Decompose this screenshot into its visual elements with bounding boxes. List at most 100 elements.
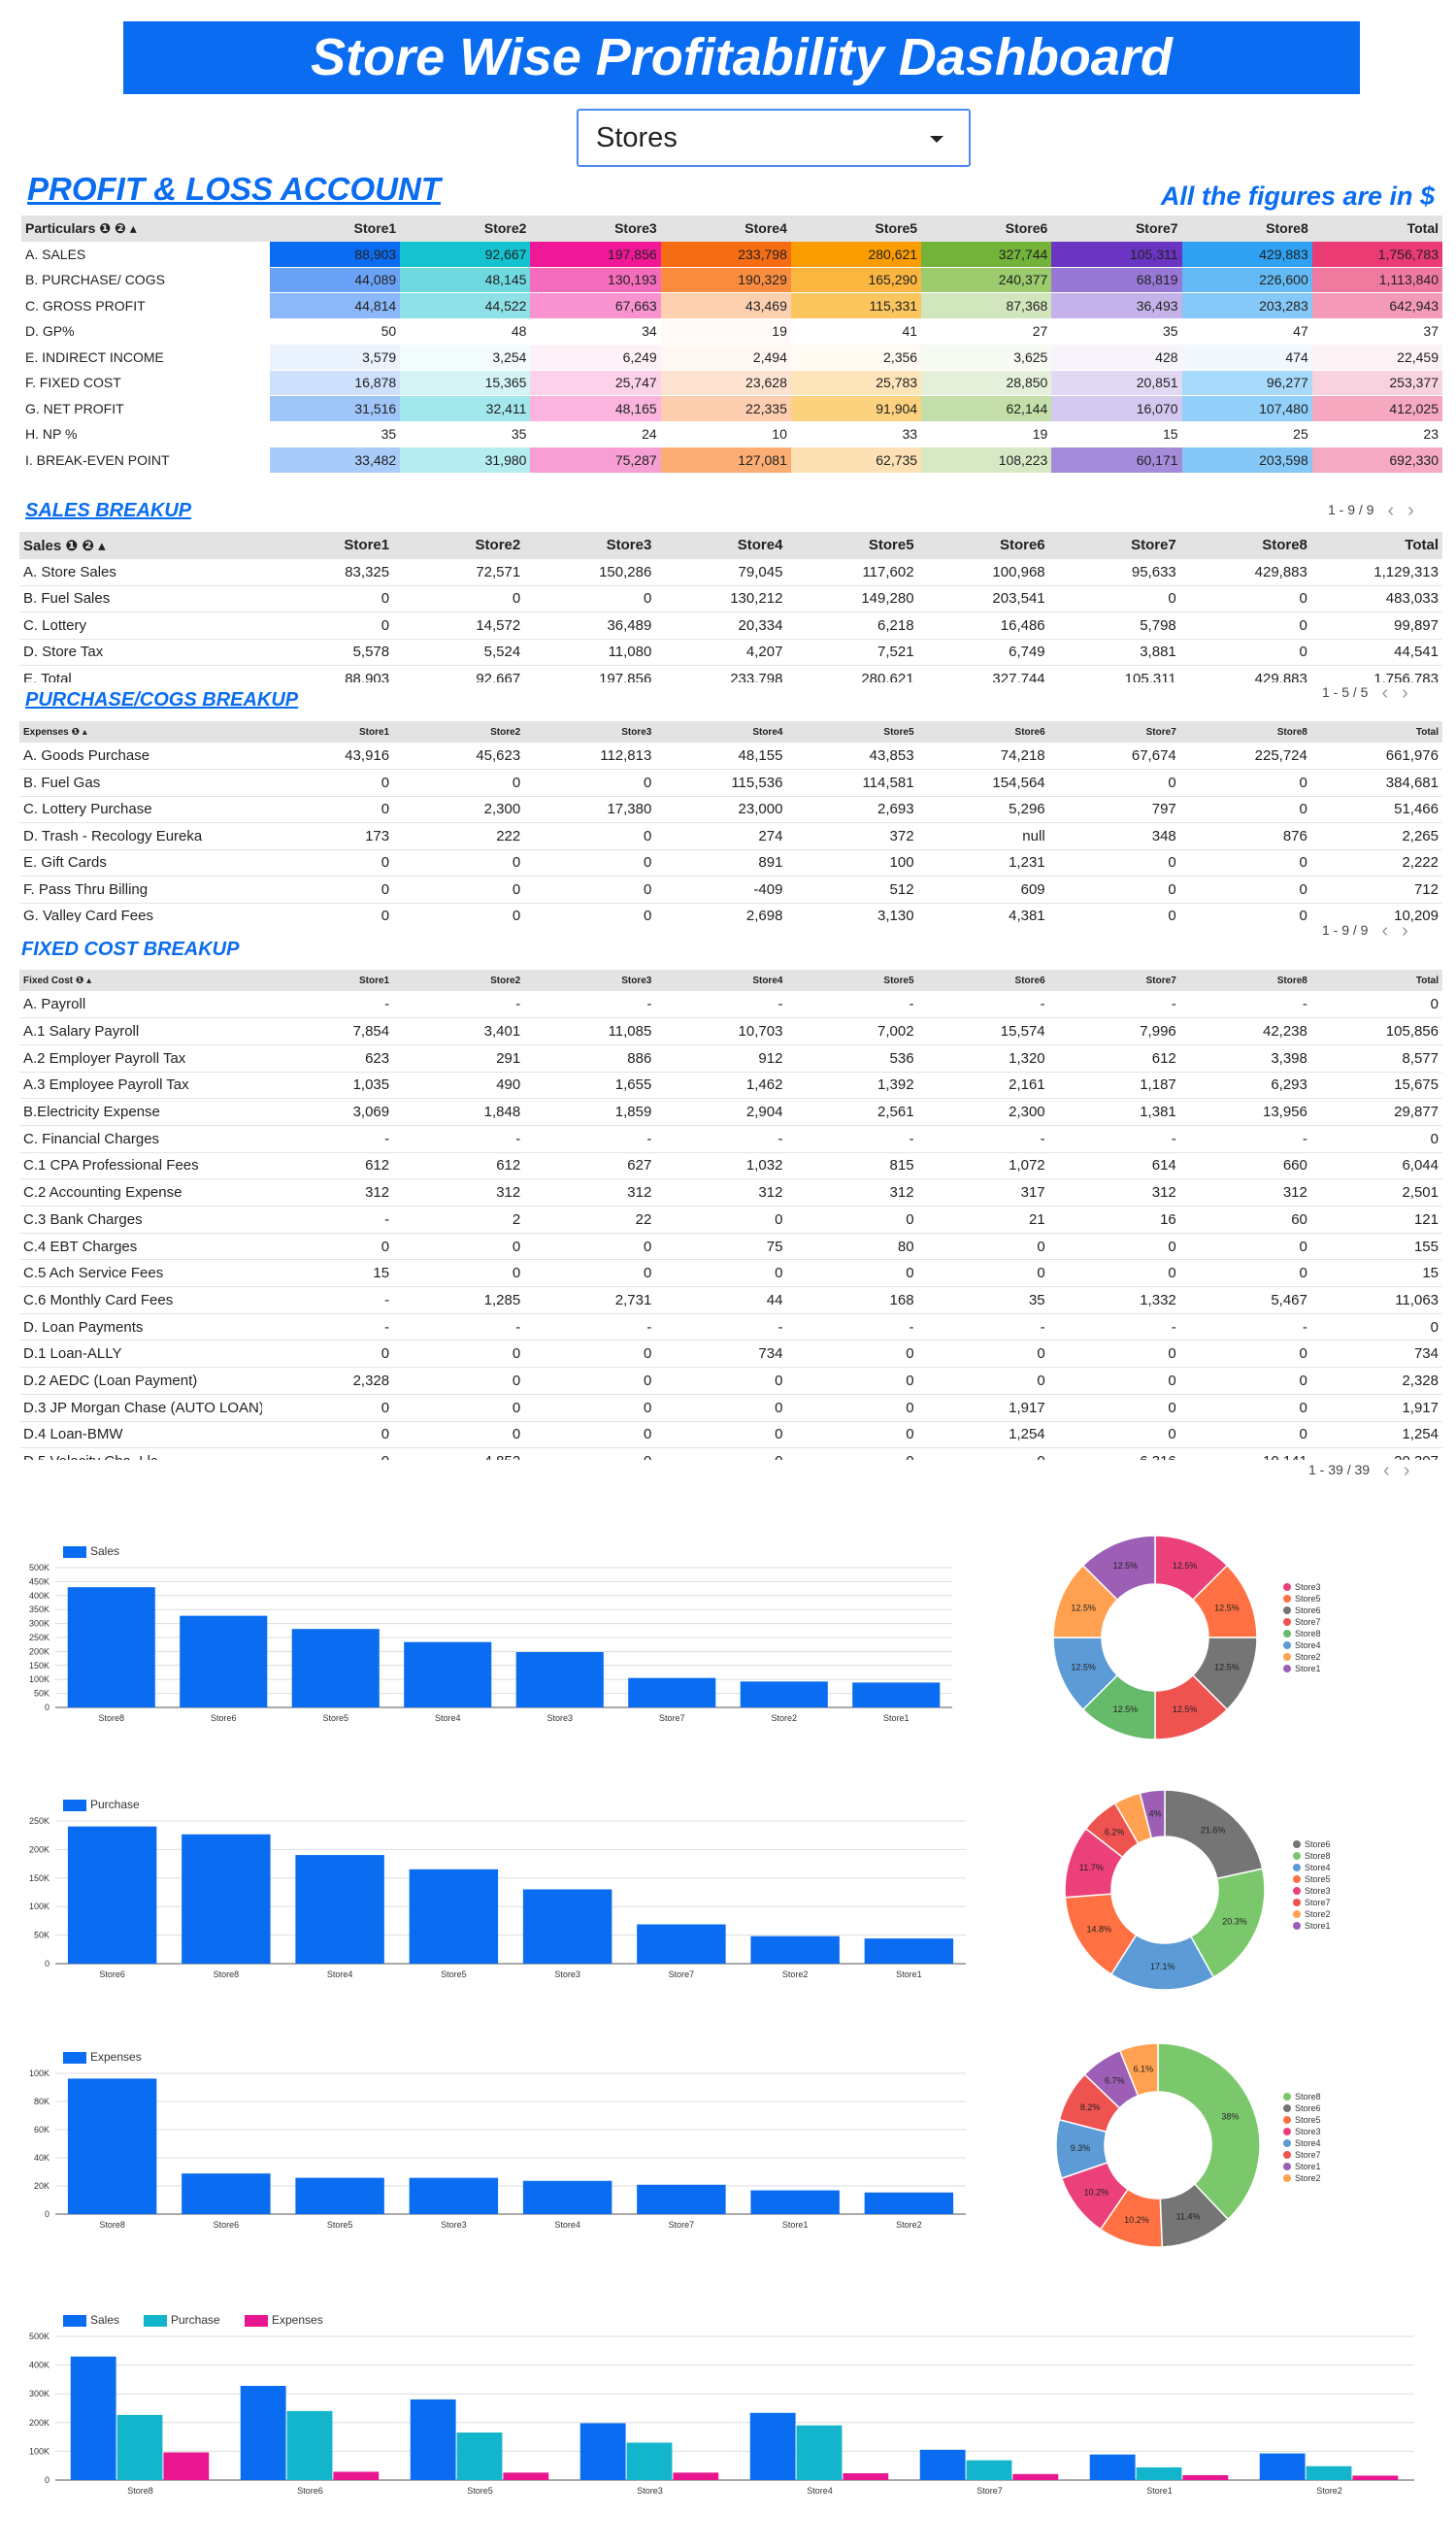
table-cell: 11,085 xyxy=(524,1017,656,1045)
table-cell: 0 xyxy=(262,849,394,877)
column-header[interactable]: Store1 xyxy=(270,215,401,242)
row-label: A. Store Sales xyxy=(19,558,262,586)
table-cell: 0 xyxy=(262,1394,394,1422)
dropdown-caret-icon[interactable] xyxy=(930,136,943,143)
bar-sales xyxy=(628,1677,716,1707)
bar-purchase xyxy=(637,1924,726,1964)
x-tick-label: Store8 xyxy=(214,1969,240,1979)
y-tick-label: 50K xyxy=(34,1931,50,1940)
column-header[interactable]: Store6 xyxy=(917,970,1049,991)
column-header[interactable]: Store5 xyxy=(790,215,922,242)
column-header[interactable]: Store7 xyxy=(1048,532,1180,559)
purchase-header-label[interactable]: Expenses ❶ ▴ xyxy=(19,721,262,743)
y-tick-label: 300K xyxy=(29,2389,50,2399)
column-header[interactable]: Store4 xyxy=(655,970,787,991)
fixed-table-viewport[interactable]: Fixed Cost ❶ ▴ Store1 Store2 Store3 Store4 St… xyxy=(19,970,1442,1460)
slice-label: 17.1% xyxy=(1150,1962,1175,1971)
x-tick-label: Store8 xyxy=(99,2220,125,2230)
column-header[interactable]: Store2 xyxy=(393,532,525,559)
table-cell: - xyxy=(917,1313,1049,1341)
table-cell: 428 xyxy=(1051,344,1182,371)
y-tick-label: 500K xyxy=(29,1563,50,1572)
column-header[interactable]: Store6 xyxy=(921,215,1052,242)
table-cell: 734 xyxy=(655,1340,787,1369)
sales-header-label[interactable]: Sales ❶ ❷ ▴ xyxy=(19,532,262,559)
x-tick-label: Store5 xyxy=(441,1969,467,1979)
column-header[interactable]: Store6 xyxy=(917,532,1049,559)
column-header[interactable]: Store8 xyxy=(1181,215,1312,242)
column-header[interactable]: Store2 xyxy=(393,721,525,743)
table-cell: 25,783 xyxy=(790,370,922,396)
column-header[interactable]: Store3 xyxy=(524,532,656,559)
table-cell: 35 xyxy=(1051,318,1182,345)
sales-table-viewport[interactable]: Sales ❶ ❷ ▴ Store1 Store2 Store3 Store4 Store… xyxy=(19,532,1442,682)
column-header[interactable]: Store7 xyxy=(1051,215,1182,242)
column-header[interactable]: Total xyxy=(1311,215,1442,242)
column-header[interactable]: Store7 xyxy=(1048,970,1180,991)
column-header[interactable]: Store6 xyxy=(917,721,1049,743)
stores-filter-dropdown[interactable]: Stores xyxy=(577,109,971,167)
column-header[interactable]: Store5 xyxy=(786,532,918,559)
column-header[interactable]: Store8 xyxy=(1179,721,1311,743)
slice-label: 6.1% xyxy=(1134,2064,1154,2073)
table-cell: 0 xyxy=(1179,585,1311,612)
column-header[interactable]: Store1 xyxy=(262,721,394,743)
legend-label: Store4 xyxy=(1305,1863,1331,1872)
purchase-table-viewport[interactable]: Expenses ❶ ▴ Store1 Store2 Store3 Store4 Stor… xyxy=(19,721,1442,922)
next-page-icon[interactable]: › xyxy=(1402,920,1408,942)
x-tick-label: Store4 xyxy=(554,2220,580,2230)
column-header[interactable]: Store3 xyxy=(524,970,656,991)
prev-page-icon[interactable]: ‹ xyxy=(1381,920,1389,942)
pl-header-label[interactable]: Particulars ❶ ❷ ▴ xyxy=(21,215,270,242)
table-cell: 33,482 xyxy=(270,447,401,474)
x-tick-label: Store6 xyxy=(211,1713,237,1723)
column-header[interactable]: Store5 xyxy=(786,721,918,743)
legend-label: Store6 xyxy=(1295,2103,1321,2113)
purchase-pager-bottom-text: 1 - 9 / 9 xyxy=(1322,922,1369,938)
column-header[interactable]: Store8 xyxy=(1179,970,1311,991)
prev-page-icon[interactable]: ‹ xyxy=(1381,682,1389,704)
legend-label: Purchase xyxy=(90,1798,140,1811)
table-cell: 100,968 xyxy=(917,558,1049,586)
column-header[interactable]: Total xyxy=(1310,721,1442,743)
prev-page-icon[interactable]: ‹ xyxy=(1383,1460,1390,1481)
column-header[interactable]: Store7 xyxy=(1048,721,1180,743)
column-header[interactable]: Store4 xyxy=(660,215,791,242)
table-cell: 168 xyxy=(786,1286,918,1314)
bar-sales xyxy=(1089,2454,1136,2480)
fixed-header-label[interactable]: Fixed Cost ❶ ▴ xyxy=(19,970,262,991)
column-header[interactable]: Store8 xyxy=(1179,532,1311,559)
next-page-icon[interactable]: › xyxy=(1403,1460,1410,1481)
table-cell: 0 xyxy=(655,1421,787,1449)
table-cell: 0 xyxy=(1179,639,1311,666)
column-header[interactable]: Store3 xyxy=(524,721,656,743)
column-header[interactable]: Store2 xyxy=(400,215,531,242)
column-header[interactable]: Store5 xyxy=(786,970,918,991)
table-cell: 112,813 xyxy=(524,743,656,770)
table-cell: 0 xyxy=(786,1259,918,1288)
table-row: A. Payroll - - - - - - - -0 xyxy=(19,991,1442,1019)
table-cell: 45,623 xyxy=(393,743,525,770)
column-header[interactable]: Store1 xyxy=(262,532,394,559)
table-cell: 2,265 xyxy=(1310,822,1442,850)
column-header[interactable]: Store2 xyxy=(393,970,525,991)
column-header[interactable]: Total xyxy=(1310,532,1442,559)
column-header[interactable]: Store3 xyxy=(530,215,661,242)
next-page-icon[interactable]: › xyxy=(1407,500,1414,521)
table-cell: 1,113,840 xyxy=(1311,267,1442,293)
x-tick-label: Store1 xyxy=(883,1713,910,1723)
table-cell: - xyxy=(1179,1125,1311,1153)
table-cell: 62,144 xyxy=(921,395,1052,422)
legend-swatch xyxy=(1293,1864,1301,1871)
column-header[interactable]: Store1 xyxy=(262,970,394,991)
table-cell: 0 xyxy=(524,585,656,612)
table-cell: 60 xyxy=(1179,1206,1311,1234)
column-header[interactable]: Store4 xyxy=(655,532,787,559)
bar-sales xyxy=(410,2399,456,2480)
table-cell: 0 xyxy=(524,1340,656,1369)
column-header[interactable]: Total xyxy=(1310,970,1442,991)
column-header[interactable]: Store4 xyxy=(655,721,787,743)
table-cell: 0 xyxy=(262,796,394,823)
next-page-icon[interactable]: › xyxy=(1402,682,1408,704)
prev-page-icon[interactable]: ‹ xyxy=(1387,500,1395,521)
